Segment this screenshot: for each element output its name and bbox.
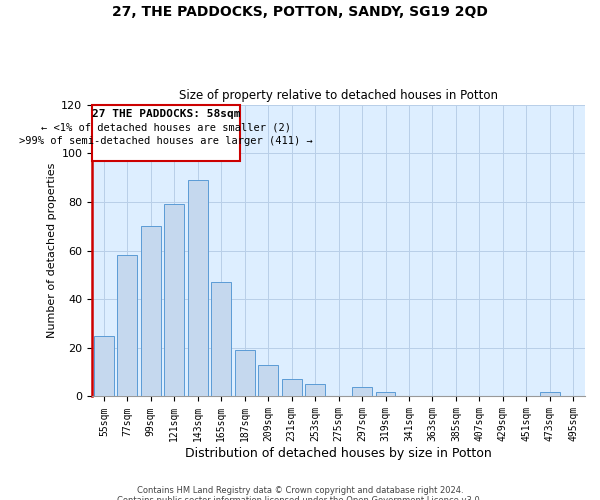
Text: >99% of semi-detached houses are larger (411) →: >99% of semi-detached houses are larger … [19, 136, 313, 146]
Bar [540, 392, 560, 396]
Bar [94, 336, 114, 396]
Text: Contains public sector information licensed under the Open Government Licence v3: Contains public sector information licen… [118, 496, 482, 500]
Bar [235, 350, 254, 397]
Text: ← <1% of detached houses are smaller (2): ← <1% of detached houses are smaller (2) [41, 123, 291, 133]
Text: 27 THE PADDOCKS: 58sqm: 27 THE PADDOCKS: 58sqm [92, 110, 241, 120]
Bar [188, 180, 208, 396]
Bar [376, 392, 395, 396]
Text: 27, THE PADDOCKS, POTTON, SANDY, SG19 2QD: 27, THE PADDOCKS, POTTON, SANDY, SG19 2Q… [112, 5, 488, 19]
Bar [305, 384, 325, 396]
Text: Contains HM Land Registry data © Crown copyright and database right 2024.: Contains HM Land Registry data © Crown c… [137, 486, 463, 495]
Y-axis label: Number of detached properties: Number of detached properties [47, 163, 57, 338]
Bar [164, 204, 184, 396]
Bar [211, 282, 231, 397]
Bar [92, 104, 240, 160]
Bar [352, 386, 372, 396]
Bar [141, 226, 161, 396]
Bar [118, 256, 137, 396]
Bar [258, 365, 278, 396]
Title: Size of property relative to detached houses in Potton: Size of property relative to detached ho… [179, 89, 498, 102]
Bar [281, 380, 302, 396]
X-axis label: Distribution of detached houses by size in Potton: Distribution of detached houses by size … [185, 447, 492, 460]
